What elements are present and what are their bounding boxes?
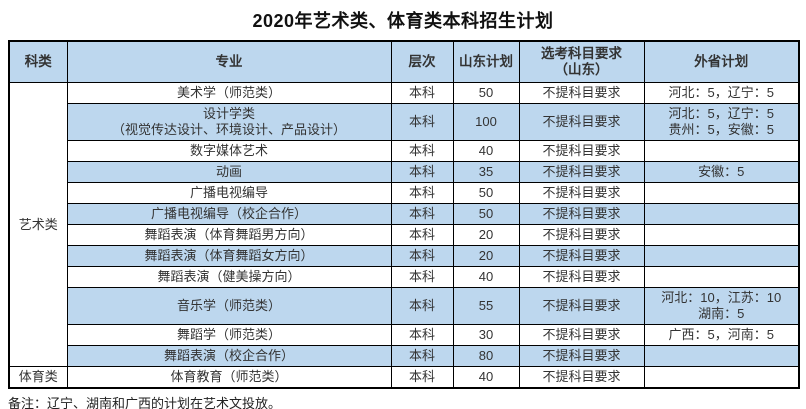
subject-req-cell: 不提科目要求 <box>518 140 645 162</box>
table-row: 广播电视编导（校企合作） 本科 50 不提科目要求 <box>9 203 800 225</box>
major-cell: 体育教育（师范类） <box>66 366 392 388</box>
shandong-plan-cell: 50 <box>452 182 520 204</box>
table-row: 体育类 体育教育（师范类） 本科 40 不提科目要求 <box>8 366 800 388</box>
shandong-plan-cell: 40 <box>452 266 520 288</box>
other-province-cell: 河北：5，辽宁：5 <box>643 82 800 104</box>
header-category: 科类 <box>8 40 68 83</box>
other-province-cell <box>643 140 800 162</box>
major-cell: 广播电视编导 <box>66 182 392 204</box>
table-row: 舞蹈表演（体育舞蹈女方向） 本科 20 不提科目要求 <box>9 245 800 267</box>
shandong-plan-cell: 40 <box>452 140 520 162</box>
table-row: 舞蹈学（师范类） 本科 30 不提科目要求 广西：5，河南：5 <box>9 324 800 346</box>
shandong-plan-cell: 40 <box>452 366 520 388</box>
table-row: 舞蹈表演（健美操方向） 本科 40 不提科目要求 <box>9 266 800 288</box>
table-row: 舞蹈表演（体育舞蹈男方向） 本科 20 不提科目要求 <box>9 224 800 246</box>
shandong-plan-cell: 20 <box>452 224 520 246</box>
footnote: 备注：辽宁、湖南和广西的计划在艺术文投放。 <box>8 395 282 409</box>
subject-req-cell: 不提科目要求 <box>518 266 645 288</box>
major-cell: 动画 <box>66 161 392 183</box>
major-cell: 音乐学（师范类） <box>66 287 392 325</box>
level-cell: 本科 <box>390 140 454 162</box>
shandong-plan-cell: 100 <box>452 103 520 141</box>
other-province-cell <box>643 266 800 288</box>
other-province-cell: 河北：5，辽宁：5 贵州：5，安徽：5 <box>643 103 800 141</box>
level-cell: 本科 <box>390 182 454 204</box>
major-cell: 舞蹈表演（体育舞蹈男方向） <box>66 224 392 246</box>
shandong-plan-cell: 20 <box>452 245 520 267</box>
subject-req-cell: 不提科目要求 <box>518 366 645 388</box>
table-row: 动画 本科 35 不提科目要求 安徽：5 <box>9 161 800 183</box>
major-cell: 舞蹈表演（体育舞蹈女方向） <box>66 245 392 267</box>
table-row: 广播电视编导 本科 50 不提科目要求 <box>9 182 800 204</box>
header-shandong-plan: 山东计划 <box>452 40 520 83</box>
subject-req-cell: 不提科目要求 <box>518 161 645 183</box>
major-cell: 数字媒体艺术 <box>66 140 392 162</box>
header-major: 专业 <box>66 40 392 83</box>
other-province-cell: 安徽：5 <box>643 161 800 183</box>
subject-req-cell: 不提科目要求 <box>518 103 645 141</box>
enrollment-table: 科类 专业 层次 山东计划 选考科目要求 （山东） 外省计划 艺术类 美术学（师… <box>8 40 800 389</box>
major-cell: 舞蹈学（师范类） <box>66 324 392 346</box>
level-cell: 本科 <box>390 366 454 388</box>
other-province-cell: 河北：10，江苏：10 湖南：5 <box>643 287 800 325</box>
level-cell: 本科 <box>390 203 454 225</box>
major-cell: 广播电视编导（校企合作） <box>66 203 392 225</box>
level-cell: 本科 <box>390 82 454 104</box>
subject-req-cell: 不提科目要求 <box>518 324 645 346</box>
subject-req-cell: 不提科目要求 <box>518 224 645 246</box>
other-province-cell <box>643 203 800 225</box>
shandong-plan-cell: 50 <box>452 203 520 225</box>
shandong-plan-cell: 55 <box>452 287 520 325</box>
header-row: 科类 专业 层次 山东计划 选考科目要求 （山东） 外省计划 <box>8 40 800 83</box>
other-province-cell <box>643 224 800 246</box>
shandong-plan-cell: 30 <box>452 324 520 346</box>
major-cell: 设计学类 （视觉传达设计、环境设计、产品设计） <box>66 103 392 141</box>
shandong-plan-cell: 35 <box>452 161 520 183</box>
category-cell-sports: 体育类 <box>8 366 68 388</box>
header-level: 层次 <box>390 40 454 83</box>
level-cell: 本科 <box>390 287 454 325</box>
level-cell: 本科 <box>390 345 454 367</box>
table-row: 艺术类 美术学（师范类） 本科 50 不提科目要求 河北：5，辽宁：5 <box>8 82 800 367</box>
subject-req-cell: 不提科目要求 <box>518 287 645 325</box>
other-province-cell <box>643 366 800 388</box>
level-cell: 本科 <box>390 245 454 267</box>
other-province-cell <box>643 245 800 267</box>
subject-req-cell: 不提科目要求 <box>518 82 645 104</box>
subject-req-cell: 不提科目要求 <box>518 182 645 204</box>
other-province-cell <box>643 345 800 367</box>
page-title: 2020年艺术类、体育类本科招生计划 <box>252 11 554 31</box>
other-province-cell: 广西：5，河南：5 <box>643 324 800 346</box>
level-cell: 本科 <box>390 224 454 246</box>
subject-req-cell: 不提科目要求 <box>518 203 645 225</box>
table-row: 设计学类 （视觉传达设计、环境设计、产品设计） 本科 100 不提科目要求 河北… <box>9 103 800 141</box>
header-subject-req: 选考科目要求 （山东） <box>518 40 645 83</box>
other-province-cell <box>643 182 800 204</box>
subject-req-cell: 不提科目要求 <box>518 245 645 267</box>
level-cell: 本科 <box>390 324 454 346</box>
category-cell-art: 艺术类 <box>8 82 68 367</box>
shandong-plan-cell: 80 <box>452 345 520 367</box>
level-cell: 本科 <box>390 161 454 183</box>
major-cell: 舞蹈表演（校企合作） <box>66 345 392 367</box>
shandong-plan-cell: 50 <box>452 82 520 104</box>
table-row: 音乐学（师范类） 本科 55 不提科目要求 河北：10，江苏：10 湖南：5 <box>9 287 800 325</box>
major-cell: 舞蹈表演（健美操方向） <box>66 266 392 288</box>
table-row: 舞蹈表演（校企合作） 本科 80 不提科目要求 <box>9 345 800 367</box>
header-other-province-plan: 外省计划 <box>643 40 800 83</box>
subject-req-cell: 不提科目要求 <box>518 345 645 367</box>
major-cell: 美术学（师范类） <box>66 82 392 104</box>
level-cell: 本科 <box>390 103 454 141</box>
level-cell: 本科 <box>390 266 454 288</box>
table-row: 数字媒体艺术 本科 40 不提科目要求 <box>9 140 800 162</box>
